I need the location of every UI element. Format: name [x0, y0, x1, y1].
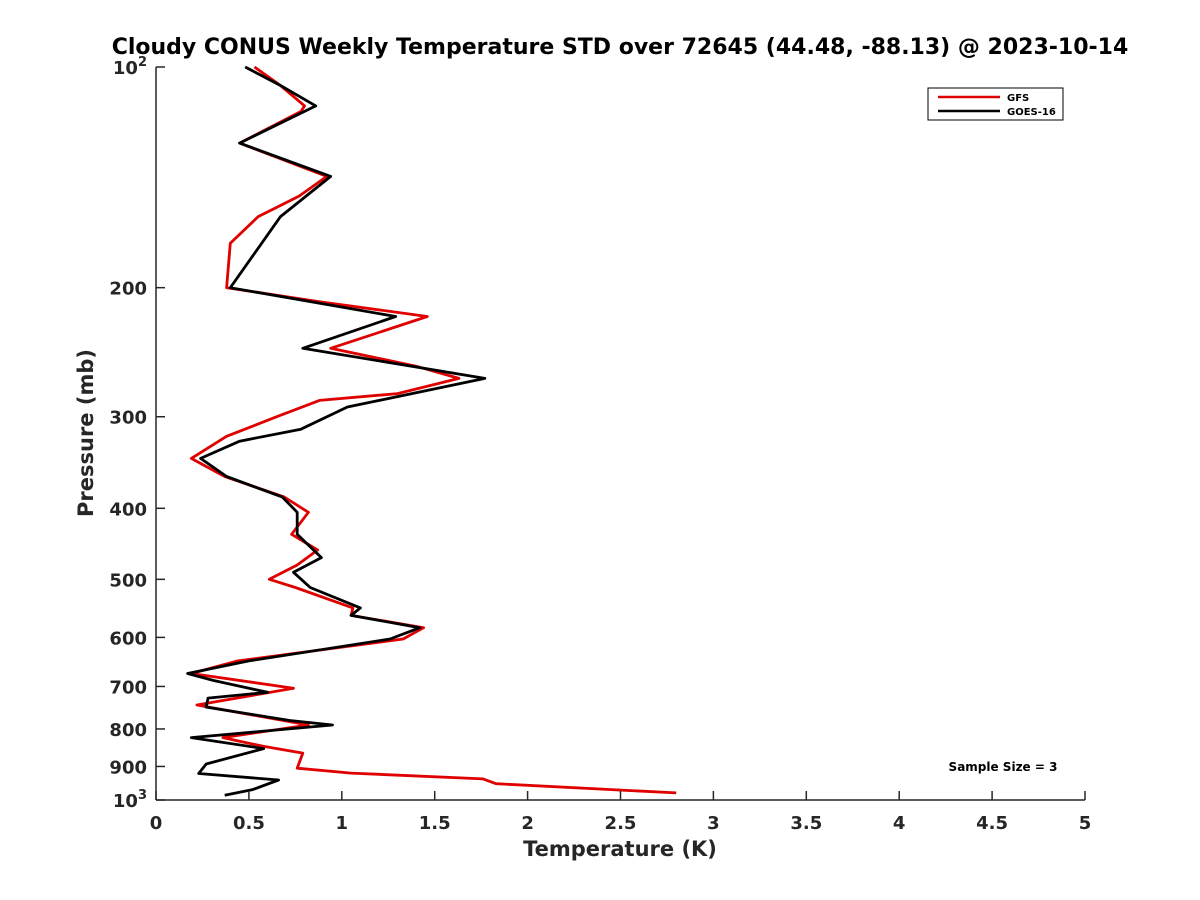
y-tick-label: 102 — [113, 55, 147, 79]
y-tick-label: 700 — [109, 677, 147, 698]
y-tick-label: 900 — [109, 757, 147, 778]
x-tick-label: 3 — [707, 813, 720, 834]
y-tick-label: 400 — [109, 499, 147, 520]
legend-box — [927, 87, 1064, 121]
x-tick-label: 2 — [521, 813, 534, 834]
x-tick-label: 1.5 — [419, 813, 451, 834]
series-line-goes-16 — [186, 65, 487, 797]
x-tick-label: 4 — [893, 813, 906, 834]
y-tick-label: 103 — [113, 788, 147, 812]
y-tick-label-base: 10 — [113, 791, 138, 812]
x-tick-label: 1 — [336, 813, 349, 834]
x-axis-label: Temperature (K) — [523, 837, 717, 861]
legend-label: GOES-16 — [1007, 107, 1056, 118]
x-axis-ticks: 0 0.5 1 1.5 2 2.5 3 3.5 4 4.5 5 — [150, 791, 1092, 834]
x-tick-label: 0.5 — [233, 813, 265, 834]
y-tick-label: 600 — [109, 628, 147, 649]
chart-title: Cloudy CONUS Weekly Temperature STD over… — [112, 35, 1129, 60]
y-tick-label-exponent: 2 — [138, 55, 147, 70]
y-axis-label: Pressure (mb) — [74, 349, 98, 517]
legend-label: GFS — [1007, 93, 1029, 104]
x-tick-label: 2.5 — [605, 813, 637, 834]
y-tick-label: 500 — [109, 570, 147, 591]
y-tick-label: 800 — [109, 720, 147, 741]
series-layer — [186, 65, 677, 797]
y-tick-label: 200 — [109, 279, 147, 300]
legend: GFS GOES-16 — [927, 87, 1064, 121]
x-tick-label: 0 — [150, 813, 163, 834]
plot-area-frame — [156, 67, 1085, 800]
y-tick-label-exponent: 3 — [138, 788, 147, 803]
x-tick-label: 3.5 — [790, 813, 822, 834]
sample-size-annotation: Sample Size = 3 — [949, 760, 1058, 774]
series-line-gfs — [189, 65, 677, 795]
x-tick-label: 4.5 — [976, 813, 1008, 834]
y-tick-label-base: 10 — [113, 58, 138, 79]
y-tick-label: 300 — [109, 408, 147, 429]
x-tick-label: 5 — [1079, 813, 1092, 834]
